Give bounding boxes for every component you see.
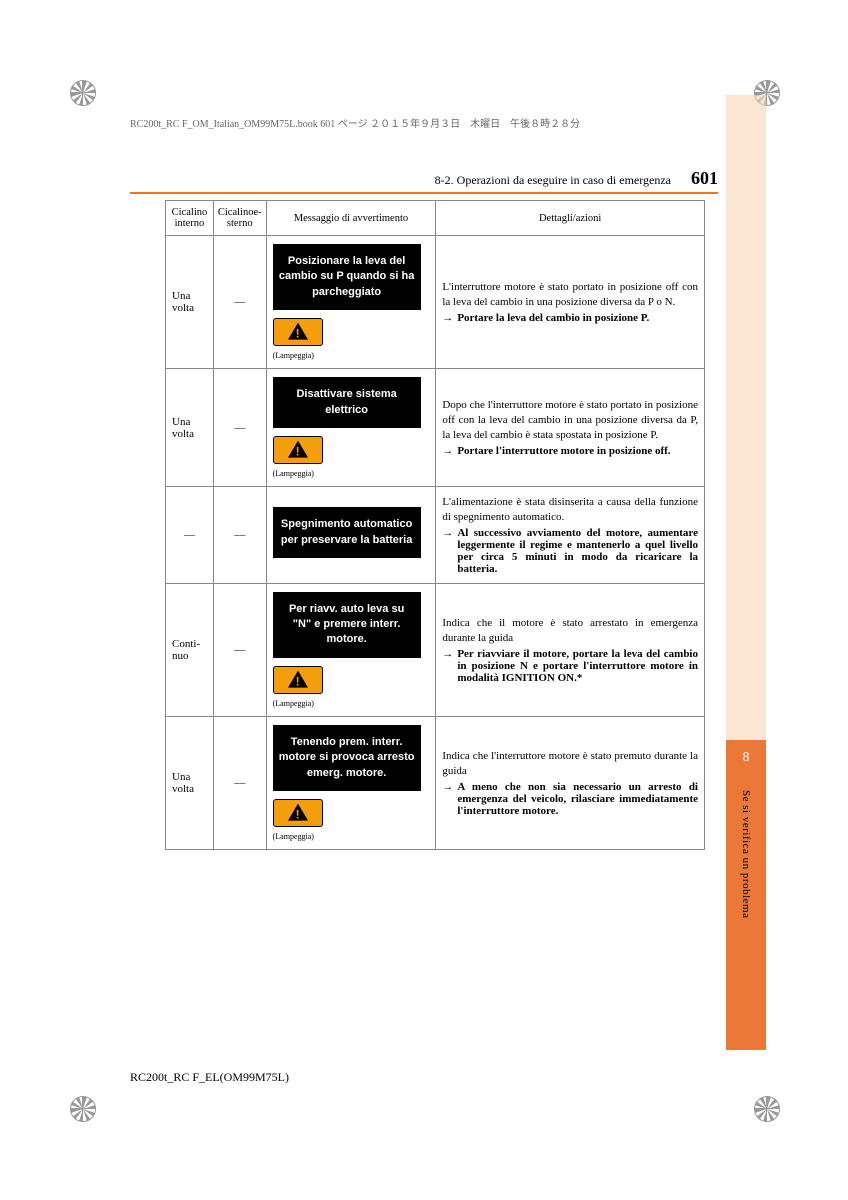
arrow-icon: →: [442, 445, 453, 457]
action-line: → Per riavviare il motore, portare la lev…: [442, 648, 698, 684]
warning-message-display: Per riavv. auto leva su "N" e premere in…: [273, 592, 421, 658]
buzzer-internal-cell: Una volta: [166, 236, 214, 369]
buzzer-internal-cell: Una volta: [166, 716, 214, 849]
details-text: L'interruttore motore è stato portato in…: [442, 280, 698, 310]
details-text: L'alimentazione è stata disinserita a ca…: [442, 495, 698, 525]
page-header: 8-2. Operazioni da eseguire in caso di e…: [130, 168, 718, 194]
chapter-tab: 8 Se si verifica un problema: [726, 740, 766, 1050]
buzzer-external-cell: —: [213, 583, 266, 716]
arrow-icon: →: [442, 312, 453, 324]
buzzer-external-cell: —: [213, 236, 266, 369]
action-line: → A meno che non sia necessario un arrest…: [442, 781, 698, 817]
action-text: A meno che non sia necessario un arresto…: [457, 781, 698, 817]
details-cell: L'interruttore motore è stato portato in…: [436, 236, 705, 369]
message-cell: Disattivare sistema elettrico (Lampeggia): [266, 369, 436, 487]
flashing-label: (Lampeggia): [273, 832, 430, 841]
arrow-icon: →: [442, 648, 453, 660]
source-header: RC200t_RC F_OM_Italian_OM99M75L.book 601…: [130, 115, 580, 130]
crop-mark: [754, 1096, 778, 1120]
buzzer-external-cell: —: [213, 716, 266, 849]
message-cell: Spegnimento automatico per preservare la…: [266, 486, 436, 583]
warning-message-display: Tenendo prem. interr. motore si provoca …: [273, 725, 421, 791]
buzzer-external-cell: —: [213, 369, 266, 487]
warning-message-display: Spegnimento automatico per preservare la…: [273, 507, 421, 558]
flashing-label: (Lampeggia): [273, 351, 430, 360]
details-cell: L'alimentazione è stata disinserita a ca…: [436, 486, 705, 583]
footer-text: RC200t_RC F_EL(OM99M75L): [130, 1070, 289, 1085]
flashing-label: (Lampeggia): [273, 469, 430, 478]
message-cell: Tenendo prem. interr. motore si provoca …: [266, 716, 436, 849]
side-strip: [726, 95, 766, 740]
action-text: Portare la leva del cambio in posizione …: [457, 312, 649, 324]
chapter-number: 8: [743, 750, 750, 766]
section-title: 8-2. Operazioni da eseguire in caso di e…: [435, 173, 691, 188]
crop-mark: [70, 1096, 94, 1120]
action-text: Per riavviare il motore, portare la leva…: [457, 648, 698, 684]
details-cell: Dopo che l'interruttore motore è stato p…: [436, 369, 705, 487]
details-text: Dopo che l'interruttore motore è stato p…: [442, 398, 698, 443]
table-header-row: Cicalino interno Cicalinoe-sterno Messag…: [166, 201, 705, 236]
warning-message-display: Posizionare la leva del cambio su P quan…: [273, 244, 421, 310]
table-row: Una volta—Disattivare sistema elettrico (…: [166, 369, 705, 487]
details-cell: Indica che il motore è stato arrestato i…: [436, 583, 705, 716]
header-details: Dettagli/azioni: [436, 201, 705, 236]
action-text: Al successivo avviamento del motore, aum…: [457, 527, 698, 575]
action-line: → Portare la leva del cambio in posizione…: [442, 312, 698, 324]
buzzer-internal-cell: Una volta: [166, 369, 214, 487]
action-line: → Al successivo avviamento del motore, au…: [442, 527, 698, 575]
message-cell: Posizionare la leva del cambio su P quan…: [266, 236, 436, 369]
warning-triangle-icon: [273, 436, 323, 464]
message-cell: Per riavv. auto leva su "N" e premere in…: [266, 583, 436, 716]
warning-message-display: Disattivare sistema elettrico: [273, 377, 421, 428]
page-number: 601: [691, 168, 718, 189]
details-text: Indica che il motore è stato arrestato i…: [442, 616, 698, 646]
warning-triangle-icon: [273, 318, 323, 346]
header-message: Messaggio di avvertimento: [266, 201, 436, 236]
buzzer-internal-cell: Conti-nuo: [166, 583, 214, 716]
table-row: ——Spegnimento automatico per preservare …: [166, 486, 705, 583]
buzzer-internal-cell: —: [166, 486, 214, 583]
table-row: Conti-nuo—Per riavv. auto leva su "N" e …: [166, 583, 705, 716]
warning-triangle-icon: [273, 666, 323, 694]
table-row: Una volta—Tenendo prem. interr. motore s…: [166, 716, 705, 849]
action-text: Portare l'interruttore motore in posizio…: [457, 445, 670, 457]
details-text: Indica che l'interruttore motore è stato…: [442, 749, 698, 779]
header-buzzer-external: Cicalinoe-sterno: [213, 201, 266, 236]
warning-triangle-icon: [273, 799, 323, 827]
crop-mark: [70, 80, 94, 104]
table-row: Una volta—Posizionare la leva del cambio…: [166, 236, 705, 369]
flashing-label: (Lampeggia): [273, 699, 430, 708]
arrow-icon: →: [442, 527, 453, 539]
buzzer-external-cell: —: [213, 486, 266, 583]
action-line: → Portare l'interruttore motore in posizi…: [442, 445, 698, 457]
chapter-label: Se si verifica un problema: [740, 790, 752, 918]
details-cell: Indica che l'interruttore motore è stato…: [436, 716, 705, 849]
warning-table: Cicalino interno Cicalinoe-sterno Messag…: [165, 200, 705, 850]
arrow-icon: →: [442, 781, 453, 793]
header-buzzer-internal: Cicalino interno: [166, 201, 214, 236]
